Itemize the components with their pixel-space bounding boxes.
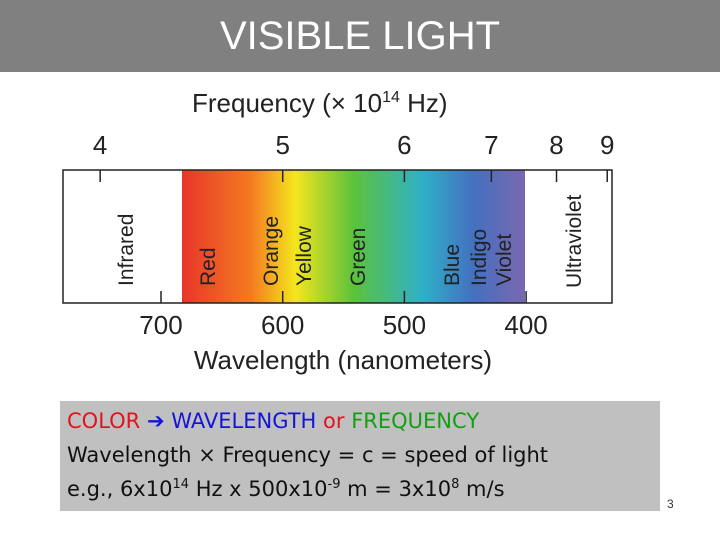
frequency-tick-label: 8 (549, 130, 563, 160)
title-bar (0, 0, 720, 72)
band-label: Violet (493, 234, 516, 286)
note-word: WAVELENGTH (171, 409, 317, 433)
frequency-tick-label: 7 (484, 130, 498, 160)
frequency-label: Frequency (× 1014 Hz) (192, 88, 448, 118)
band-label: Green (347, 228, 370, 286)
wavelength-tick-label: 700 (139, 310, 182, 340)
band-label: Indigo (468, 229, 491, 286)
wavelength-tick-label: 400 (504, 310, 547, 340)
note-word: FREQUENCY (351, 409, 480, 433)
spectrum-diagram: Frequency (× 1014 Hz) Wavelength (nanome… (62, 88, 614, 375)
note-text: m/s (459, 477, 505, 501)
note-exponent: 8 (451, 477, 460, 492)
frequency-label-unit: Hz) (400, 88, 448, 118)
wavelength-tick-label: 500 (383, 310, 426, 340)
note-text: e.g., 6x10 (67, 477, 173, 501)
note-text: m = 3x10 (340, 477, 452, 501)
note-box: COLOR ➔ WAVELENGTH or FREQUENCY Waveleng… (60, 401, 660, 511)
frequency-label-text: Frequency (× 10 (192, 88, 382, 118)
note-exponent: -9 (327, 477, 341, 492)
note-word: or (323, 409, 345, 433)
band-label: Blue (441, 244, 464, 286)
note-exponent: 14 (172, 477, 190, 492)
frequency-tick-label: 6 (397, 130, 411, 160)
page-number: 3 (667, 497, 674, 511)
note-line: Wavelength × Frequency = c = speed of li… (67, 443, 549, 467)
frequency-tick-label: 4 (93, 130, 107, 160)
note-text: Hz x 500x10 (189, 477, 328, 501)
note-arrow: ➔ (146, 409, 165, 433)
wavelength-tick-label: 600 (261, 310, 304, 340)
band-label: Ultraviolet (563, 194, 586, 288)
band-label: Infrared (115, 214, 138, 286)
band-label: Yellow (293, 225, 316, 286)
note-word: COLOR (67, 409, 141, 433)
spectrum-frame (62, 169, 613, 304)
band-label: Orange (260, 216, 283, 286)
wavelength-label: Wavelength (nanometers) (194, 345, 492, 375)
frequency-tick-label: 9 (600, 130, 614, 160)
frequency-tick-label: 5 (275, 130, 289, 160)
visible-band (182, 170, 525, 303)
slide-title: VISIBLE LIGHT (219, 14, 501, 58)
frequency-label-exponent: 14 (382, 89, 400, 106)
band-label: Red (197, 247, 220, 286)
